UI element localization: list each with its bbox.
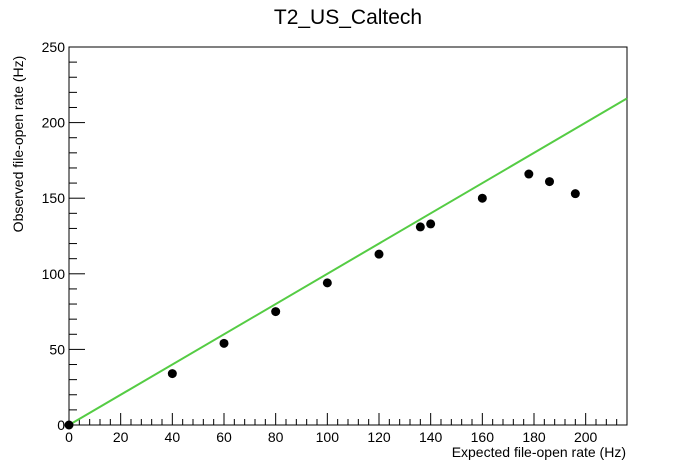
x-tick-label: 60 (216, 429, 232, 445)
y-tick-label: 100 (42, 266, 66, 282)
data-point (415, 222, 425, 232)
x-tick-label: 80 (268, 429, 284, 445)
y-axis: 0 50 100 150 200 250 (42, 39, 85, 433)
data-point (524, 169, 534, 179)
y-axis-label: Observed file-open rate (Hz) (10, 56, 26, 233)
data-point (477, 193, 487, 203)
data-point (570, 189, 580, 199)
data-point (374, 249, 384, 259)
y-tick-label: 50 (49, 341, 65, 357)
y-tick-label: 250 (42, 39, 66, 55)
reference-line-layer (68, 97, 628, 426)
data-point (426, 219, 436, 229)
x-tick-label: 140 (419, 429, 443, 445)
reference-line (68, 97, 628, 426)
y-tick-label: 0 (57, 417, 65, 433)
data-point (322, 278, 332, 288)
data-points (64, 169, 580, 430)
data-point (64, 420, 74, 430)
x-tick-label: 120 (367, 429, 391, 445)
x-tick-label: 180 (522, 429, 546, 445)
x-tick-label: 160 (471, 429, 495, 445)
x-tick-label: 20 (113, 429, 129, 445)
x-tick-label: 40 (165, 429, 181, 445)
x-tick-label: 100 (316, 429, 340, 445)
x-tick-label: 0 (65, 429, 73, 445)
data-point (219, 338, 229, 348)
x-axis: 0 20 40 60 80 100 120 140 160 180 200 (65, 413, 628, 445)
x-tick-label: 200 (574, 429, 598, 445)
data-point (271, 307, 281, 317)
x-axis-label: Expected file-open rate (Hz) (452, 444, 626, 460)
data-point (167, 369, 177, 379)
data-point (545, 177, 554, 187)
y-tick-label: 200 (42, 115, 66, 131)
chart-title: T2_US_Caltech (274, 6, 422, 29)
y-tick-label: 150 (42, 190, 66, 206)
